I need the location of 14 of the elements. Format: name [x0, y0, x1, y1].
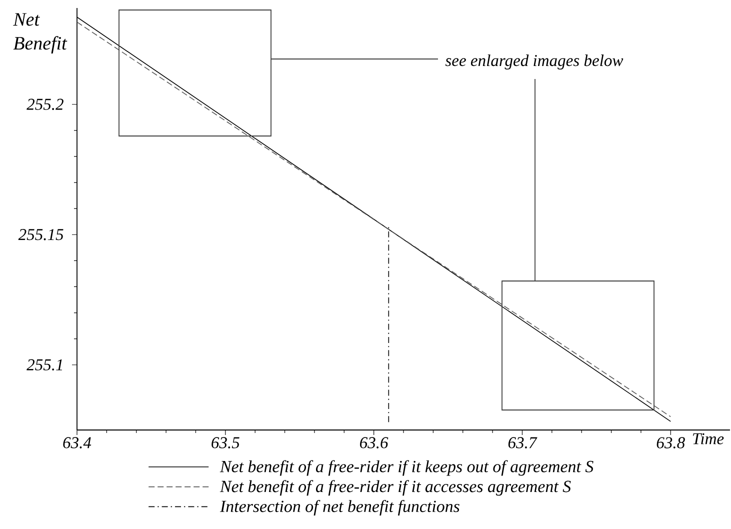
x-tick-label: 63.5: [212, 437, 240, 448]
y-axis-title: Net Benefit: [13, 13, 68, 54]
y-tick-label: 255.15: [18, 229, 64, 240]
y-tick-label: 255.1: [26, 359, 62, 370]
legend-label: Net benefit of a free-rider if it accesses agreement S: [220, 480, 571, 496]
x-axis-title: Time: [693, 433, 724, 444]
legend-label: Intersection of net benefit functions: [220, 500, 460, 516]
x-tick-label: 63.7: [508, 437, 538, 448]
x-tick-label: 63.8: [656, 437, 685, 448]
x-tick-label: 63.4: [63, 437, 92, 448]
x-tick-label: 63.6: [360, 437, 388, 448]
annotation: see enlarged images below: [445, 54, 624, 70]
y-tick-label: 255.2: [26, 98, 64, 110]
legend-label: Net benefit of a free-rider if it keeps out of agreement S: [220, 460, 594, 476]
